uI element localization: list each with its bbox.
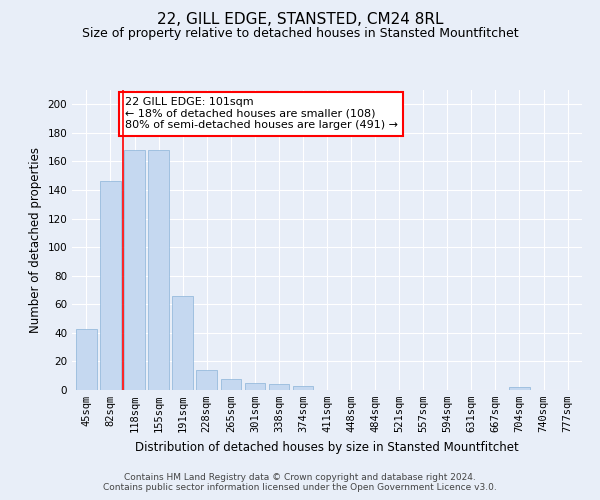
Bar bbox=[293, 386, 313, 390]
Bar bbox=[509, 387, 530, 390]
Text: 22, GILL EDGE, STANSTED, CM24 8RL: 22, GILL EDGE, STANSTED, CM24 8RL bbox=[157, 12, 443, 28]
Bar bbox=[221, 378, 241, 390]
Bar bbox=[172, 296, 193, 390]
X-axis label: Distribution of detached houses by size in Stansted Mountfitchet: Distribution of detached houses by size … bbox=[135, 440, 519, 454]
Bar bbox=[124, 150, 145, 390]
Bar bbox=[245, 383, 265, 390]
Text: 22 GILL EDGE: 101sqm
← 18% of detached houses are smaller (108)
80% of semi-deta: 22 GILL EDGE: 101sqm ← 18% of detached h… bbox=[125, 97, 398, 130]
Bar bbox=[148, 150, 169, 390]
Text: Size of property relative to detached houses in Stansted Mountfitchet: Size of property relative to detached ho… bbox=[82, 28, 518, 40]
Bar bbox=[100, 182, 121, 390]
Text: Contains HM Land Registry data © Crown copyright and database right 2024.
Contai: Contains HM Land Registry data © Crown c… bbox=[103, 473, 497, 492]
Bar bbox=[76, 328, 97, 390]
Bar bbox=[196, 370, 217, 390]
Bar bbox=[269, 384, 289, 390]
Y-axis label: Number of detached properties: Number of detached properties bbox=[29, 147, 42, 333]
